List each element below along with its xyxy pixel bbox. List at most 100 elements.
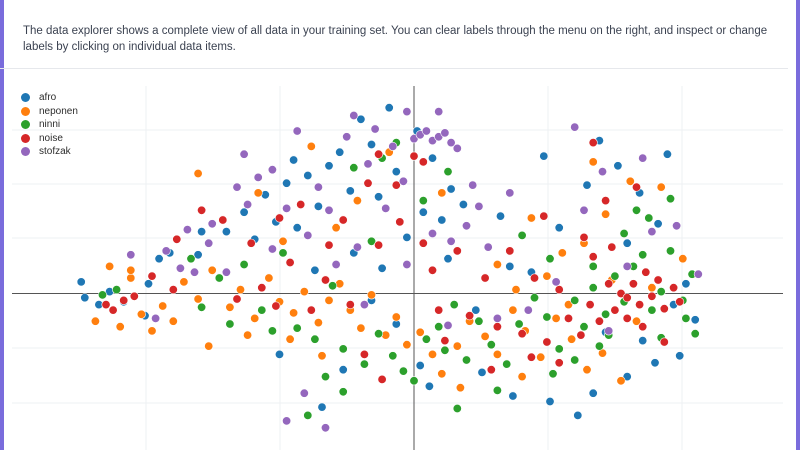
data-point-ninni[interactable] [303, 410, 313, 420]
data-point-afro[interactable] [80, 293, 90, 303]
data-point-noise[interactable] [635, 300, 645, 310]
data-point-noise[interactable] [320, 275, 330, 285]
data-point-stofzak[interactable] [597, 167, 607, 177]
scatter-chart[interactable] [0, 70, 788, 450]
data-point-afro[interactable] [471, 305, 481, 315]
data-point-ninni[interactable] [320, 372, 330, 382]
data-point-noise[interactable] [359, 349, 369, 359]
data-point-ninni[interactable] [98, 290, 108, 300]
data-point-afro[interactable] [313, 201, 323, 211]
data-point-stofzak[interactable] [232, 182, 242, 192]
data-point-noise[interactable] [675, 297, 685, 307]
data-point-noise[interactable] [324, 240, 334, 250]
data-point-stofzak[interactable] [342, 132, 352, 142]
data-point-ninni[interactable] [681, 313, 691, 323]
data-point-ninni[interactable] [186, 254, 196, 264]
data-point-neponen[interactable] [168, 316, 178, 326]
data-point-noise[interactable] [542, 337, 552, 347]
legend-item-afro[interactable]: afro [20, 91, 78, 105]
data-point-stofzak[interactable] [253, 172, 263, 182]
data-point-ninni[interactable] [588, 261, 598, 271]
data-point-ninni[interactable] [418, 196, 428, 206]
data-point-neponen[interactable] [517, 372, 527, 382]
data-point-ninni[interactable] [594, 341, 604, 351]
data-point-neponen[interactable] [313, 318, 323, 328]
data-point-neponen[interactable] [105, 261, 115, 271]
legend[interactable]: afro neponen ninni noise stofzak [20, 91, 78, 159]
data-point-ninni[interactable] [214, 273, 224, 283]
data-point-ninni[interactable] [570, 295, 580, 305]
data-point-noise[interactable] [168, 285, 178, 295]
data-point-ninni[interactable] [474, 316, 484, 326]
data-point-noise[interactable] [440, 336, 450, 346]
data-point-afro[interactable] [76, 277, 86, 287]
data-point-stofzak[interactable] [474, 201, 484, 211]
data-point-stofzak[interactable] [359, 300, 369, 310]
data-point-stofzak[interactable] [331, 260, 341, 270]
data-point-stofzak[interactable] [672, 221, 682, 231]
data-point-noise[interactable] [395, 217, 405, 227]
data-point-neponen[interactable] [225, 302, 235, 312]
data-point-afro[interactable] [402, 232, 412, 242]
data-point-afro[interactable] [681, 279, 691, 289]
data-point-afro[interactable] [335, 147, 345, 157]
data-point-noise[interactable] [616, 289, 626, 299]
data-point-noise[interactable] [218, 215, 228, 225]
data-point-ninni[interactable] [486, 340, 496, 350]
data-point-stofzak[interactable] [440, 128, 450, 138]
data-point-ninni[interactable] [366, 236, 376, 246]
data-point-neponen[interactable] [508, 305, 518, 315]
data-point-neponen[interactable] [563, 300, 573, 310]
data-point-neponen[interactable] [480, 331, 490, 341]
data-point-noise[interactable] [659, 337, 669, 347]
data-point-stofzak[interactable] [523, 305, 533, 315]
data-point-afro[interactable] [193, 250, 203, 260]
data-point-noise[interactable] [274, 213, 284, 223]
data-point-stofzak[interactable] [363, 159, 373, 169]
series-stofzak[interactable] [126, 107, 703, 433]
data-point-ninni[interactable] [449, 300, 459, 310]
data-point-afro[interactable] [622, 372, 632, 382]
data-point-ninni[interactable] [349, 163, 359, 173]
data-point-noise[interactable] [172, 234, 182, 244]
data-point-stofzak[interactable] [421, 126, 431, 136]
data-point-neponen[interactable] [289, 308, 299, 318]
data-point-neponen[interactable] [331, 223, 341, 233]
data-point-stofzak[interactable] [239, 149, 249, 159]
data-point-noise[interactable] [585, 300, 595, 310]
data-point-stofzak[interactable] [492, 313, 502, 323]
data-point-afro[interactable] [415, 360, 425, 370]
data-point-stofzak[interactable] [483, 242, 493, 252]
data-point-afro[interactable] [324, 161, 334, 171]
data-point-neponen[interactable] [402, 340, 412, 350]
data-point-ninni[interactable] [570, 355, 580, 365]
data-point-neponen[interactable] [90, 316, 100, 326]
data-point-ninni[interactable] [665, 194, 675, 204]
data-point-neponen[interactable] [437, 188, 447, 198]
data-point-noise[interactable] [594, 316, 604, 326]
data-point-afro[interactable] [292, 223, 302, 233]
data-point-stofzak[interactable] [221, 267, 231, 277]
data-point-noise[interactable] [526, 352, 536, 362]
data-point-noise[interactable] [607, 242, 617, 252]
data-point-afro[interactable] [458, 200, 468, 210]
data-point-stofzak[interactable] [381, 203, 391, 213]
data-point-stofzak[interactable] [579, 205, 589, 215]
data-point-noise[interactable] [641, 267, 651, 277]
data-point-noise[interactable] [296, 200, 306, 210]
data-point-noise[interactable] [409, 151, 419, 161]
data-point-ninni[interactable] [434, 322, 444, 332]
data-point-noise[interactable] [306, 305, 316, 315]
data-point-ninni[interactable] [421, 334, 431, 344]
data-point-afro[interactable] [638, 336, 648, 346]
data-point-stofzak[interactable] [352, 242, 362, 252]
data-point-afro[interactable] [427, 153, 437, 163]
data-point-neponen[interactable] [427, 349, 437, 359]
data-point-neponen[interactable] [647, 283, 657, 293]
data-point-afro[interactable] [508, 391, 518, 401]
data-point-stofzak[interactable] [267, 244, 277, 254]
data-point-neponen[interactable] [455, 383, 465, 393]
data-point-neponen[interactable] [253, 188, 263, 198]
data-point-neponen[interactable] [193, 169, 203, 179]
data-point-stofzak[interactable] [292, 126, 302, 136]
